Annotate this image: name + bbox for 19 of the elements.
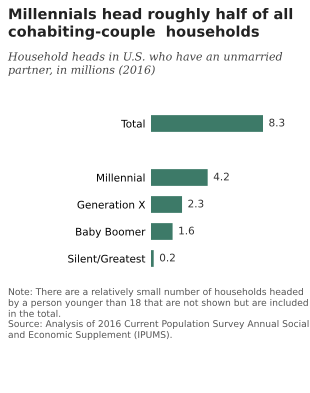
y-tick-label: Generation X bbox=[77, 200, 146, 209]
bar bbox=[151, 115, 263, 132]
y-tick-label: Baby Boomer bbox=[76, 228, 146, 238]
bar bbox=[151, 196, 182, 213]
data-label: 0.2 bbox=[160, 254, 175, 262]
data-label: 4.2 bbox=[214, 172, 229, 180]
data-label: 1.6 bbox=[179, 226, 194, 235]
text: Note: There are a relatively small number of households headed by a person younger than 18 that are not shown but are included in the total. bbox=[8, 288, 308, 318]
y-tick-label: Silent/Greatest bbox=[68, 254, 146, 264]
chart-subtitle: Household heads in U.S. who have an unmarried partner, in millions (2016) bbox=[8, 52, 282, 76]
y-tick-label: Millennial bbox=[97, 174, 144, 182]
source-note: Source: Analysis of 2016 Current Population Survey Annual Social and Economic Supplement (IPUMS). bbox=[8, 320, 308, 340]
chart-title: Millennials head roughly half of all cohabiting-couple households bbox=[8, 8, 292, 40]
bar bbox=[151, 223, 173, 240]
y-tick-label: Total bbox=[121, 120, 144, 128]
bar bbox=[151, 250, 154, 267]
data-label: 8.3 bbox=[269, 118, 284, 127]
bar bbox=[151, 169, 208, 186]
data-label: 2.3 bbox=[188, 200, 204, 208]
